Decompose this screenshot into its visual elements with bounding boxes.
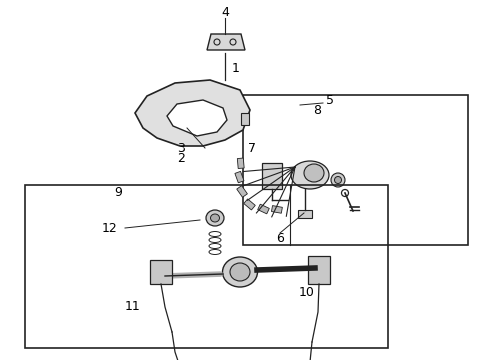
Bar <box>237 158 244 168</box>
Ellipse shape <box>206 210 224 226</box>
Ellipse shape <box>230 263 250 281</box>
Bar <box>262 163 282 189</box>
Bar <box>25 185 388 348</box>
Text: 5: 5 <box>326 94 334 107</box>
Text: 11: 11 <box>125 301 141 314</box>
Text: 10: 10 <box>299 285 315 298</box>
Bar <box>308 256 330 284</box>
Bar <box>235 171 244 183</box>
Bar <box>244 199 255 210</box>
Polygon shape <box>167 100 227 136</box>
Bar <box>241 113 249 125</box>
Bar <box>258 204 270 214</box>
Polygon shape <box>135 80 250 146</box>
Bar <box>150 260 172 284</box>
Bar <box>271 206 282 213</box>
Bar <box>243 95 468 245</box>
Text: 2: 2 <box>177 152 185 165</box>
Ellipse shape <box>304 164 324 182</box>
Bar <box>298 210 312 218</box>
Ellipse shape <box>291 161 329 189</box>
Ellipse shape <box>335 176 342 184</box>
Text: 1: 1 <box>232 62 240 75</box>
Bar <box>237 186 247 197</box>
Ellipse shape <box>211 214 220 222</box>
Text: 3: 3 <box>177 141 185 154</box>
Polygon shape <box>207 34 245 50</box>
Ellipse shape <box>222 257 258 287</box>
Text: 6: 6 <box>276 231 284 244</box>
FancyArrowPatch shape <box>168 274 220 276</box>
Text: 4: 4 <box>221 5 229 18</box>
Text: 7: 7 <box>248 141 256 154</box>
Ellipse shape <box>331 173 345 187</box>
Text: 8: 8 <box>313 104 321 117</box>
Text: 12: 12 <box>102 221 118 234</box>
Text: 9: 9 <box>114 185 122 198</box>
